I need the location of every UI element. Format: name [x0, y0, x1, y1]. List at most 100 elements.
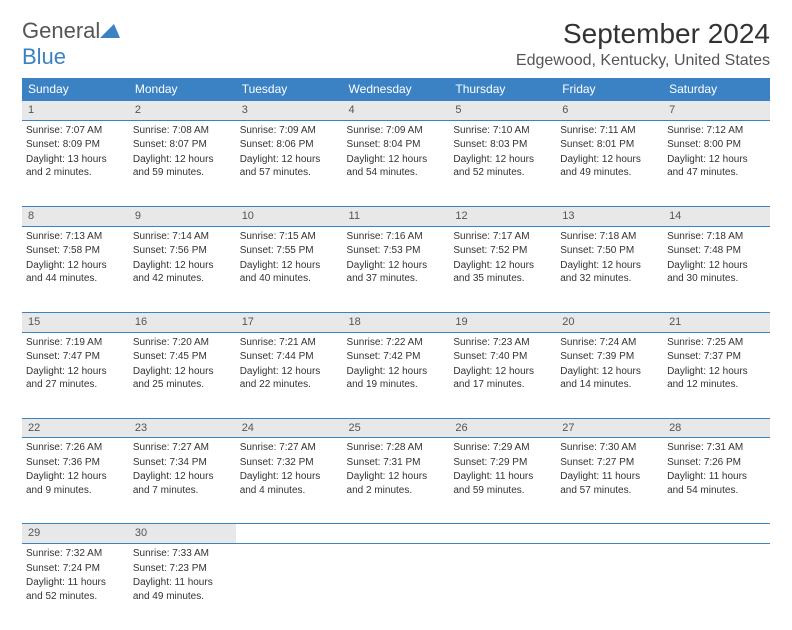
day-info-cell: Sunrise: 7:17 AMSunset: 7:52 PMDaylight:…	[449, 226, 556, 312]
day-info-cell: Sunrise: 7:19 AMSunset: 7:47 PMDaylight:…	[22, 332, 129, 418]
day-number-cell: 20	[556, 312, 663, 332]
sunset-text: Sunset: 7:47 PM	[26, 350, 125, 364]
day-number-cell	[343, 524, 450, 544]
day-info-cell: Sunrise: 7:31 AMSunset: 7:26 PMDaylight:…	[663, 438, 770, 524]
sunset-text: Sunset: 7:31 PM	[347, 456, 446, 470]
day-number-cell: 23	[129, 418, 236, 438]
day-number-cell: 21	[663, 312, 770, 332]
day-info-cell: Sunrise: 7:26 AMSunset: 7:36 PMDaylight:…	[22, 438, 129, 524]
day-info-cell: Sunrise: 7:08 AMSunset: 8:07 PMDaylight:…	[129, 120, 236, 206]
sunset-text: Sunset: 8:03 PM	[453, 138, 552, 152]
day-info-cell: Sunrise: 7:18 AMSunset: 7:50 PMDaylight:…	[556, 226, 663, 312]
day-info-cell: Sunrise: 7:30 AMSunset: 7:27 PMDaylight:…	[556, 438, 663, 524]
day-number-cell: 11	[343, 206, 450, 226]
header: General Blue September 2024 Edgewood, Ke…	[22, 18, 770, 70]
day-number-cell	[663, 524, 770, 544]
day-number-cell	[236, 524, 343, 544]
sunset-text: Sunset: 7:55 PM	[240, 244, 339, 258]
day-info-row: Sunrise: 7:32 AMSunset: 7:24 PMDaylight:…	[22, 544, 770, 630]
daylight-text: Daylight: 11 hours and 57 minutes.	[560, 470, 659, 497]
sunrise-text: Sunrise: 7:18 AM	[560, 230, 659, 244]
sunrise-text: Sunrise: 7:17 AM	[453, 230, 552, 244]
sunset-text: Sunset: 7:23 PM	[133, 562, 232, 576]
day-number-cell: 8	[22, 206, 129, 226]
daylight-text: Daylight: 12 hours and 25 minutes.	[133, 365, 232, 392]
sunrise-text: Sunrise: 7:13 AM	[26, 230, 125, 244]
day-info-row: Sunrise: 7:19 AMSunset: 7:47 PMDaylight:…	[22, 332, 770, 418]
daylight-text: Daylight: 13 hours and 2 minutes.	[26, 153, 125, 180]
sunrise-text: Sunrise: 7:23 AM	[453, 336, 552, 350]
sunrise-text: Sunrise: 7:31 AM	[667, 441, 766, 455]
day-number-cell: 26	[449, 418, 556, 438]
month-title: September 2024	[516, 18, 770, 50]
day-number-cell: 16	[129, 312, 236, 332]
day-info-cell: Sunrise: 7:14 AMSunset: 7:56 PMDaylight:…	[129, 226, 236, 312]
daylight-text: Daylight: 12 hours and 47 minutes.	[667, 153, 766, 180]
weekday-header-row: SundayMondayTuesdayWednesdayThursdayFrid…	[22, 78, 770, 101]
daylight-text: Daylight: 11 hours and 49 minutes.	[133, 576, 232, 603]
day-number-cell: 14	[663, 206, 770, 226]
sunset-text: Sunset: 7:40 PM	[453, 350, 552, 364]
sunset-text: Sunset: 7:24 PM	[26, 562, 125, 576]
logo-triangle-icon	[100, 22, 120, 38]
sunrise-text: Sunrise: 7:11 AM	[560, 124, 659, 138]
day-number-cell: 30	[129, 524, 236, 544]
sunrise-text: Sunrise: 7:10 AM	[453, 124, 552, 138]
daylight-text: Daylight: 12 hours and 30 minutes.	[667, 259, 766, 286]
sunset-text: Sunset: 7:50 PM	[560, 244, 659, 258]
daylight-text: Daylight: 12 hours and 49 minutes.	[560, 153, 659, 180]
sunset-text: Sunset: 7:26 PM	[667, 456, 766, 470]
day-info-cell: Sunrise: 7:22 AMSunset: 7:42 PMDaylight:…	[343, 332, 450, 418]
day-info-cell: Sunrise: 7:29 AMSunset: 7:29 PMDaylight:…	[449, 438, 556, 524]
day-number-cell: 4	[343, 101, 450, 121]
day-info-cell	[236, 544, 343, 630]
day-number-cell: 10	[236, 206, 343, 226]
sunset-text: Sunset: 7:53 PM	[347, 244, 446, 258]
logo: General Blue	[22, 18, 120, 70]
day-number-cell: 27	[556, 418, 663, 438]
day-number-cell	[556, 524, 663, 544]
daylight-text: Daylight: 11 hours and 59 minutes.	[453, 470, 552, 497]
sunrise-text: Sunrise: 7:09 AM	[240, 124, 339, 138]
weekday-header: Friday	[556, 78, 663, 101]
day-info-cell: Sunrise: 7:23 AMSunset: 7:40 PMDaylight:…	[449, 332, 556, 418]
sunset-text: Sunset: 8:04 PM	[347, 138, 446, 152]
day-number-cell: 2	[129, 101, 236, 121]
sunrise-text: Sunrise: 7:19 AM	[26, 336, 125, 350]
day-info-cell	[449, 544, 556, 630]
sunset-text: Sunset: 7:32 PM	[240, 456, 339, 470]
sunrise-text: Sunrise: 7:25 AM	[667, 336, 766, 350]
sunset-text: Sunset: 7:42 PM	[347, 350, 446, 364]
logo-text-1: General	[22, 18, 100, 43]
day-number-cell: 29	[22, 524, 129, 544]
day-number-cell: 17	[236, 312, 343, 332]
day-number-cell: 5	[449, 101, 556, 121]
sunset-text: Sunset: 8:01 PM	[560, 138, 659, 152]
day-number-cell: 19	[449, 312, 556, 332]
daylight-text: Daylight: 12 hours and 19 minutes.	[347, 365, 446, 392]
day-number-row: 2930	[22, 524, 770, 544]
location: Edgewood, Kentucky, United States	[516, 52, 770, 70]
day-number-row: 891011121314	[22, 206, 770, 226]
day-number-row: 22232425262728	[22, 418, 770, 438]
day-info-cell: Sunrise: 7:27 AMSunset: 7:32 PMDaylight:…	[236, 438, 343, 524]
day-info-cell: Sunrise: 7:16 AMSunset: 7:53 PMDaylight:…	[343, 226, 450, 312]
day-info-cell: Sunrise: 7:21 AMSunset: 7:44 PMDaylight:…	[236, 332, 343, 418]
day-info-row: Sunrise: 7:07 AMSunset: 8:09 PMDaylight:…	[22, 120, 770, 206]
sunrise-text: Sunrise: 7:16 AM	[347, 230, 446, 244]
sunset-text: Sunset: 8:00 PM	[667, 138, 766, 152]
sunset-text: Sunset: 7:56 PM	[133, 244, 232, 258]
day-number-cell: 9	[129, 206, 236, 226]
daylight-text: Daylight: 12 hours and 27 minutes.	[26, 365, 125, 392]
day-info-cell: Sunrise: 7:10 AMSunset: 8:03 PMDaylight:…	[449, 120, 556, 206]
day-info-cell	[556, 544, 663, 630]
day-number-cell: 24	[236, 418, 343, 438]
daylight-text: Daylight: 12 hours and 44 minutes.	[26, 259, 125, 286]
day-info-row: Sunrise: 7:26 AMSunset: 7:36 PMDaylight:…	[22, 438, 770, 524]
daylight-text: Daylight: 12 hours and 57 minutes.	[240, 153, 339, 180]
sunset-text: Sunset: 7:39 PM	[560, 350, 659, 364]
sunrise-text: Sunrise: 7:27 AM	[133, 441, 232, 455]
day-number-cell: 6	[556, 101, 663, 121]
daylight-text: Daylight: 12 hours and 4 minutes.	[240, 470, 339, 497]
daylight-text: Daylight: 12 hours and 17 minutes.	[453, 365, 552, 392]
